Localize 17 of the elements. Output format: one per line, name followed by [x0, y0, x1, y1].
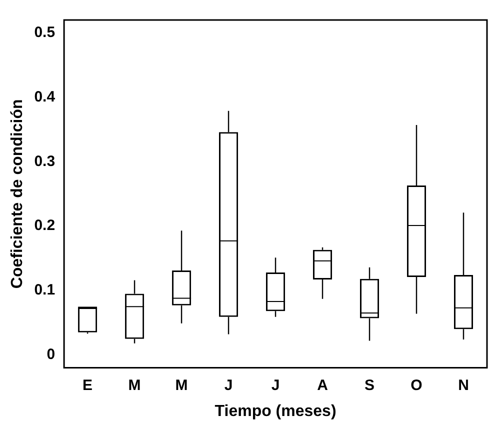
y-tick-label: 0.3: [34, 152, 56, 170]
x-tick-label: M: [175, 376, 188, 394]
y-tick-label: 0.2: [34, 217, 56, 234]
y-axis-title: Coeficiente de condición: [9, 99, 26, 289]
x-tick-label: M: [128, 376, 141, 394]
x-tick-label: J: [224, 376, 233, 394]
x-tick-label: A: [317, 376, 328, 394]
x-tick-label: J: [271, 376, 280, 394]
x-tick-label: S: [364, 376, 375, 394]
y-tick-label: 0: [46, 346, 56, 364]
y-tick-label: 0.4: [34, 88, 56, 106]
y-tick-label: 0.1: [34, 282, 56, 299]
x-tick-label: N: [458, 376, 469, 394]
y-tick-label: 0.5: [34, 24, 56, 42]
x-axis-title: Tiempo (meses): [214, 402, 336, 420]
x-tick-label: O: [410, 376, 423, 394]
x-tick-label: E: [82, 376, 93, 394]
